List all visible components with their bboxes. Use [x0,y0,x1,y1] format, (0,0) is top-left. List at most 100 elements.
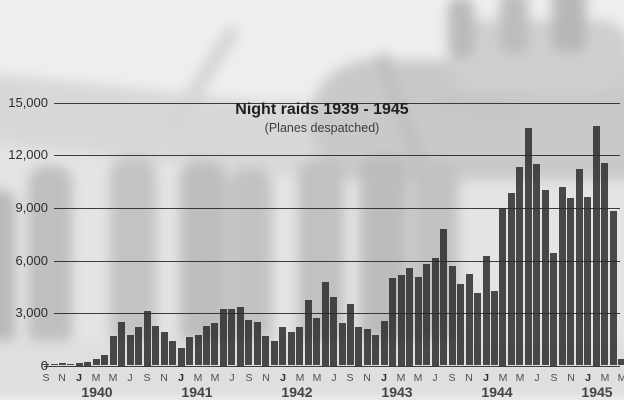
bar-Mar-1941 [194,335,202,366]
x-tick-Mar-1943: M [396,372,406,384]
bar-Oct-1943 [457,284,465,366]
x-tick-Jul-1942: J [331,372,337,384]
bar-Apr-1943 [406,268,414,366]
bar-Apr-1945 [609,211,617,366]
gridline-15000 [54,103,620,104]
bar-Dec-1943 [474,293,481,366]
x-year-label-1945: 1945 [581,384,613,400]
bar-Jan-1945 [584,197,592,366]
bar-Apr-1940 [101,355,109,366]
x-tick-Nov-1944: N [567,372,575,384]
x-tick-Sep-1943: S [448,372,456,384]
bar-Jul-1944 [533,164,541,366]
gridline-3000 [54,313,620,314]
bar-Dec-1940 [169,341,177,366]
bar-Mar-1943 [397,275,405,366]
bar-Jun-1942 [321,281,329,366]
bar-Oct-1944 [558,187,566,366]
gridline-9000 [54,208,620,209]
x-tick-Mar-1942: M [295,372,305,384]
bar-Jul-1943 [431,257,439,366]
bar-Jun-1943 [423,263,431,366]
bar-Sep-1944 [550,253,558,366]
x-tick-Jan-1943: J [381,372,387,384]
x-tick-Mar-1941: M [193,372,203,384]
x-tick-Nov-1940: N [160,372,168,384]
bar-Oct-1939 [50,363,58,366]
y-axis-label-6000: 6,000 [15,253,48,268]
x-tick-Jul-1940: J [127,372,133,384]
bar-Feb-1942 [287,332,295,366]
bar-Aug-1942 [338,322,346,366]
bar-Aug-1944 [541,190,549,366]
bar-Dec-1944 [575,168,583,366]
x-year-label-1944: 1944 [481,384,513,400]
bar-Jul-1942 [330,297,337,366]
bar-May-1944 [516,166,524,366]
x-tick-May-1940: M [108,372,118,384]
bar-May-1943 [414,277,422,366]
bar-Apr-1942 [304,299,312,366]
bar-Jan-1943 [380,320,388,366]
bar-Aug-1941 [236,307,244,366]
bar-Mar-1944 [499,207,507,366]
bar-Sep-1943 [448,265,456,366]
bar-Mar-1942 [296,326,304,366]
bar-Nov-1944 [567,197,575,366]
bar-Feb-1943 [389,277,397,366]
gridline-0 [44,366,620,367]
x-tick-May-1943: M [413,372,423,384]
x-tick-Nov-1939: N [58,372,66,384]
bar-May-1941 [211,323,219,366]
bar-Sep-1941 [245,319,253,366]
x-tick-Sep-1944: S [550,372,558,384]
bar-Nov-1941 [262,335,270,366]
bar-Apr-1944 [507,192,515,366]
x-year-label-1941: 1941 [181,384,213,400]
y-axis-label-0: 0 [40,358,48,373]
x-tick-Jul-1941: J [229,372,235,384]
y-axis-label-3000: 3,000 [15,305,48,320]
x-tick-Jan-1945: J [585,372,591,384]
x-tick-Jan-1940: J [76,372,82,384]
bar-Mar-1945 [601,162,609,366]
x-tick-May-1944: M [515,372,525,384]
gridline-6000 [54,261,620,262]
bar-Dec-1941 [270,340,278,366]
bar-Feb-1941 [186,337,193,366]
bar-Jan-1944 [482,255,490,366]
bar-Feb-1940 [84,361,92,366]
chart-subtitle: (Planes despatched) [264,121,380,135]
x-tick-May-1942: M [312,372,322,384]
bar-Sep-1942 [346,304,354,366]
x-tick-Jan-1944: J [483,372,489,384]
bar-Apr-1941 [202,326,210,366]
bar-Sep-1940 [143,310,151,366]
x-year-label-1940: 1940 [81,384,113,400]
x-year-label-1942: 1942 [281,384,313,400]
y-axis-label-9000: 9,000 [15,200,48,215]
bar-Jul-1940 [126,335,134,366]
bar-Jan-1942 [279,326,287,366]
x-tick-Nov-1941: N [262,372,270,384]
bar-Jun-1940 [118,322,126,366]
bar-May-1945 [618,359,624,366]
x-tick-Mar-1940: M [91,372,101,384]
bar-Oct-1941 [253,321,261,366]
bar-Aug-1943 [440,228,448,366]
bar-Sep-1939 [42,364,49,366]
x-tick-Jul-1944: J [534,372,540,384]
bar-Nov-1940 [160,332,168,366]
y-axis-label-12000: 12,000 [8,147,48,162]
bar-Jun-1941 [219,309,227,366]
bar-Aug-1940 [135,327,143,366]
x-tick-Nov-1943: N [465,372,473,384]
x-tick-Mar-1944: M [498,372,508,384]
chart-title: Night raids 1939 - 1945 [235,101,409,118]
bar-Oct-1940 [152,326,160,366]
bar-Mar-1940 [92,358,100,366]
x-tick-Sep-1941: S [245,372,253,384]
bar-Oct-1942 [355,327,363,366]
x-tick-Sep-1940: S [143,372,151,384]
